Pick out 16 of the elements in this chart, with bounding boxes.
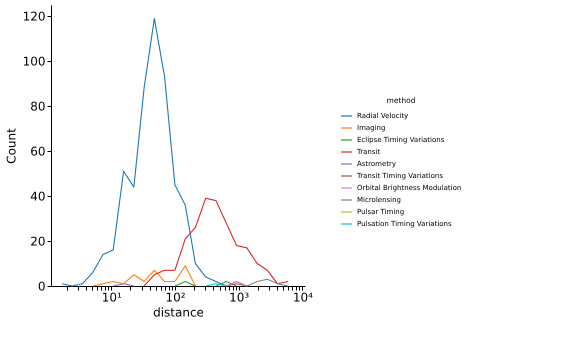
line-series	[246, 278, 288, 287]
x-tick-label: 10³	[229, 290, 250, 304]
line-series	[92, 265, 196, 287]
y-tick-label: 60	[30, 144, 46, 159]
y-axis-title: Count	[4, 128, 19, 164]
x-axis-title: distance	[153, 306, 204, 320]
x-tick-label: 10¹	[102, 290, 122, 304]
y-tick-label: 120	[22, 10, 46, 24]
y-tick-label: 100	[22, 54, 46, 69]
y-tick-label: 0	[38, 280, 46, 294]
y-tick-label: 40	[30, 190, 46, 204]
x-tick-label: 10²	[165, 290, 186, 304]
x-tick-label: 10⁴	[292, 290, 314, 304]
y-tick-label: 20	[30, 234, 46, 249]
y-tick-label: 80	[30, 100, 46, 114]
line-series	[144, 198, 288, 287]
